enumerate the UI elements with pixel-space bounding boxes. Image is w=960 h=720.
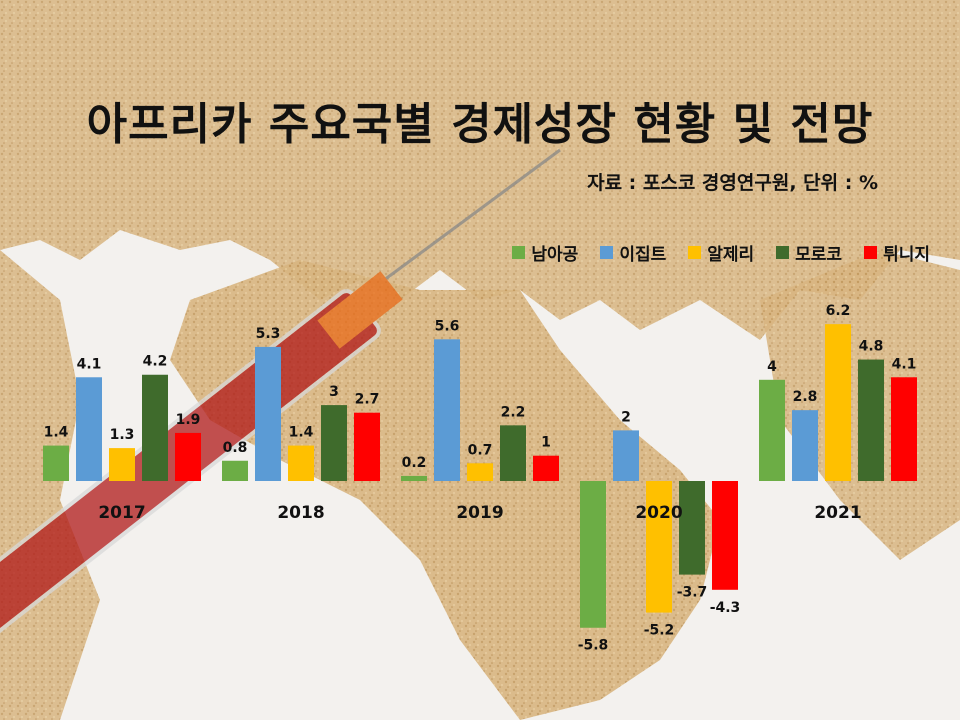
legend: 남아공 이집트 알제리 모로코 튀니지 — [512, 240, 930, 265]
bar-algeria-2020 — [646, 481, 672, 613]
value-label-algeria-2021: 6.2 — [826, 303, 851, 319]
value-label-morocco-2017: 4.2 — [143, 354, 168, 370]
bar-tunisia-2019 — [533, 455, 559, 481]
value-label-tunisia-2018: 2.7 — [355, 392, 380, 408]
legend-swatch-south-africa — [512, 246, 526, 259]
legend-label-morocco: 모로코 — [795, 245, 843, 265]
value-label-south-africa-2017: 1.4 — [44, 425, 69, 441]
category-label-2021: 2021 — [814, 503, 861, 523]
bar-morocco-2021 — [858, 359, 884, 481]
category-label-2018: 2018 — [277, 503, 324, 523]
bar-algeria-2017 — [109, 448, 135, 481]
value-label-algeria-2018: 1.4 — [289, 425, 314, 441]
value-label-egypt-2018: 5.3 — [256, 326, 281, 342]
legend-item-tunisia: 튀니지 — [864, 240, 930, 265]
value-label-south-africa-2020: -5.8 — [578, 638, 609, 654]
value-label-morocco-2021: 4.8 — [859, 339, 884, 355]
bar-egypt-2017 — [76, 377, 102, 481]
value-label-algeria-2019: 0.7 — [468, 442, 493, 458]
value-label-morocco-2018: 3 — [329, 384, 339, 400]
legend-item-morocco: 모로코 — [776, 240, 842, 265]
legend-label-south-africa: 남아공 — [531, 245, 579, 265]
bar-egypt-2021 — [792, 410, 818, 481]
legend-swatch-morocco — [776, 246, 790, 259]
category-label-2020: 2020 — [635, 503, 682, 523]
bar-tunisia-2018 — [354, 412, 380, 481]
bar-morocco-2018 — [321, 405, 347, 481]
bar-south-africa-2017 — [43, 445, 69, 481]
value-label-algeria-2017: 1.3 — [110, 427, 135, 443]
chart-title: 아프리카 주요국별 경제성장 현황 및 전망 — [86, 99, 874, 150]
legend-item-south-africa: 남아공 — [512, 240, 578, 265]
bar-algeria-2019 — [467, 463, 493, 481]
value-label-south-africa-2019: 0.2 — [402, 455, 427, 471]
bar-south-africa-2020 — [580, 481, 606, 628]
value-label-morocco-2019: 2.2 — [501, 404, 526, 420]
bar-egypt-2018 — [255, 346, 281, 481]
legend-item-egypt: 이집트 — [600, 240, 666, 265]
bar-tunisia-2017 — [175, 432, 201, 481]
value-label-egypt-2021: 2.8 — [793, 389, 818, 405]
bar-egypt-2019 — [434, 339, 460, 481]
legend-label-algeria: 알제리 — [707, 245, 755, 265]
legend-item-algeria: 알제리 — [688, 240, 754, 265]
legend-label-tunisia: 튀니지 — [883, 245, 930, 265]
value-label-algeria-2020: -5.2 — [644, 623, 675, 639]
bar-algeria-2018 — [288, 445, 314, 481]
bar-algeria-2021 — [825, 324, 851, 481]
legend-swatch-algeria — [688, 246, 702, 259]
bar-morocco-2020 — [679, 481, 705, 575]
category-label-2017: 2017 — [98, 503, 145, 523]
source-note: 자료 : 포스코 경영연구원, 단위 : % — [587, 172, 878, 194]
value-label-tunisia-2021: 4.1 — [892, 356, 917, 372]
category-label-2019: 2019 — [456, 503, 503, 523]
value-label-south-africa-2021: 4 — [767, 359, 777, 375]
value-label-south-africa-2018: 0.8 — [223, 440, 248, 456]
value-label-morocco-2020: -3.7 — [677, 585, 708, 601]
legend-swatch-egypt — [600, 246, 614, 259]
value-label-egypt-2019: 5.6 — [435, 318, 460, 334]
bar-morocco-2017 — [142, 374, 168, 481]
value-label-tunisia-2019: 1 — [541, 435, 551, 451]
bar-south-africa-2021 — [759, 379, 785, 481]
value-label-tunisia-2017: 1.9 — [176, 412, 201, 428]
value-label-tunisia-2020: -4.3 — [710, 600, 741, 616]
bar-south-africa-2018 — [222, 460, 248, 481]
legend-swatch-tunisia — [864, 246, 878, 259]
bar-morocco-2019 — [500, 425, 526, 481]
legend-label-egypt: 이집트 — [619, 245, 667, 265]
bar-tunisia-2020 — [712, 481, 738, 590]
value-label-egypt-2020: 2 — [621, 409, 631, 425]
value-label-egypt-2017: 4.1 — [77, 356, 102, 372]
bar-tunisia-2021 — [891, 377, 917, 481]
bar-south-africa-2019 — [401, 475, 427, 481]
bar-egypt-2020 — [613, 430, 639, 481]
